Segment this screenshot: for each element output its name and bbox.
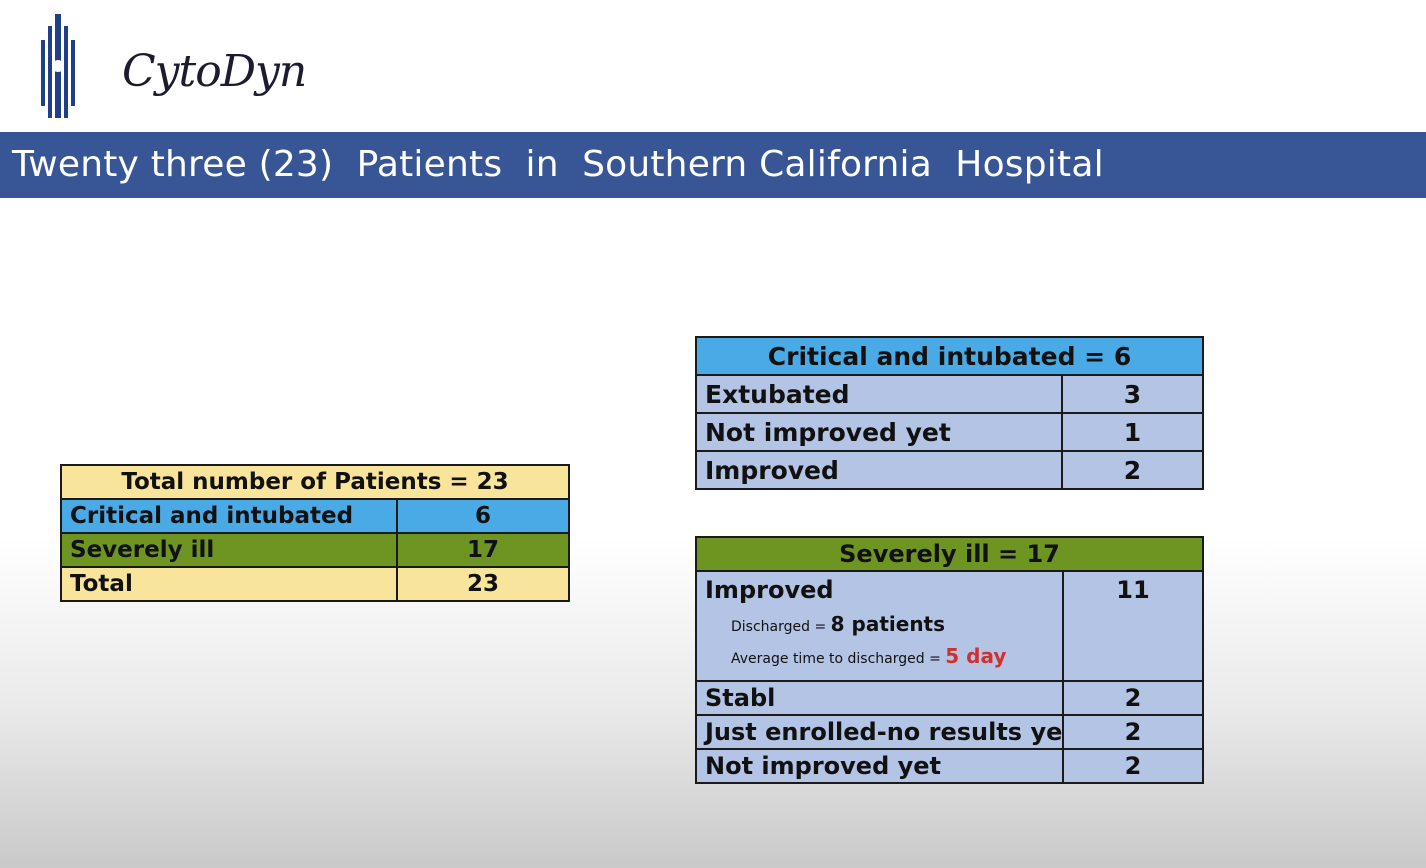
table-header-row: Critical and intubated = 6 (695, 336, 1204, 376)
discharged-note: Discharged = 8 patients (731, 612, 1054, 636)
table-row: Improved 2 (695, 450, 1204, 490)
row-value: 17 (396, 532, 570, 568)
row-label: Improved (695, 450, 1063, 490)
slide-title: Twenty three (23) Patients in Southern C… (12, 144, 1104, 185)
row-label: Stabl (695, 680, 1064, 716)
table-header: Critical and intubated = 6 (695, 336, 1204, 376)
improved-cell: Improved Discharged = 8 patients Average… (695, 570, 1064, 682)
table-row: Total 23 (60, 566, 570, 602)
row-label: Not improved yet (695, 748, 1064, 784)
row-value: 3 (1061, 374, 1204, 414)
title-banner: Twenty three (23) Patients in Southern C… (0, 132, 1426, 198)
row-value: 2 (1061, 450, 1204, 490)
table-row: Not improved yet 2 (695, 748, 1205, 784)
severely-ill-table: Severely ill = 17 Improved Discharged = … (694, 536, 1205, 784)
logo-mark-icon (41, 14, 75, 118)
row-value: 11 (1061, 570, 1205, 682)
table-row: Severely ill 17 (60, 532, 570, 568)
row-label: Total (60, 566, 398, 602)
table-header-row: Total number of Patients = 23 (60, 464, 570, 500)
cytodyn-logo: CytoDyn (38, 12, 307, 120)
discharged-value: 8 patients (830, 612, 946, 636)
row-label: Just enrolled-no results yet (695, 714, 1064, 750)
total-patients-table: Total number of Patients = 23 Critical a… (60, 464, 570, 602)
table-row: Not improved yet 1 (695, 412, 1204, 452)
table-row: Extubated 3 (695, 374, 1204, 414)
table-row: Stabl 2 (695, 680, 1205, 716)
critical-intubated-table: Critical and intubated = 6 Extubated 3 N… (695, 336, 1204, 490)
table-header: Severely ill = 17 (694, 536, 1205, 572)
average-time-note: Average time to discharged = 5 day (731, 644, 1054, 668)
row-label: Improved (705, 576, 834, 604)
logo-text: CytoDyn (122, 46, 307, 97)
row-value: 2 (1061, 748, 1205, 784)
average-time-value: 5 day (945, 644, 1007, 668)
table-header-row: Severely ill = 17 (694, 536, 1205, 572)
row-label: Extubated (695, 374, 1063, 414)
table-row: Critical and intubated 6 (60, 498, 570, 534)
row-value: 2 (1061, 714, 1205, 750)
row-value: 6 (396, 498, 570, 534)
row-value: 23 (396, 566, 570, 602)
average-time-label: Average time to discharged = (731, 651, 946, 667)
row-label: Critical and intubated (60, 498, 398, 534)
table-header: Total number of Patients = 23 (60, 464, 570, 500)
row-label: Severely ill (60, 532, 398, 568)
discharged-label: Discharged = (731, 619, 831, 635)
table-row: Just enrolled-no results yet 2 (695, 714, 1205, 750)
row-label: Not improved yet (695, 412, 1063, 452)
row-value: 2 (1061, 680, 1205, 716)
table-row: Improved Discharged = 8 patients Average… (695, 570, 1205, 682)
row-value: 1 (1061, 412, 1204, 452)
